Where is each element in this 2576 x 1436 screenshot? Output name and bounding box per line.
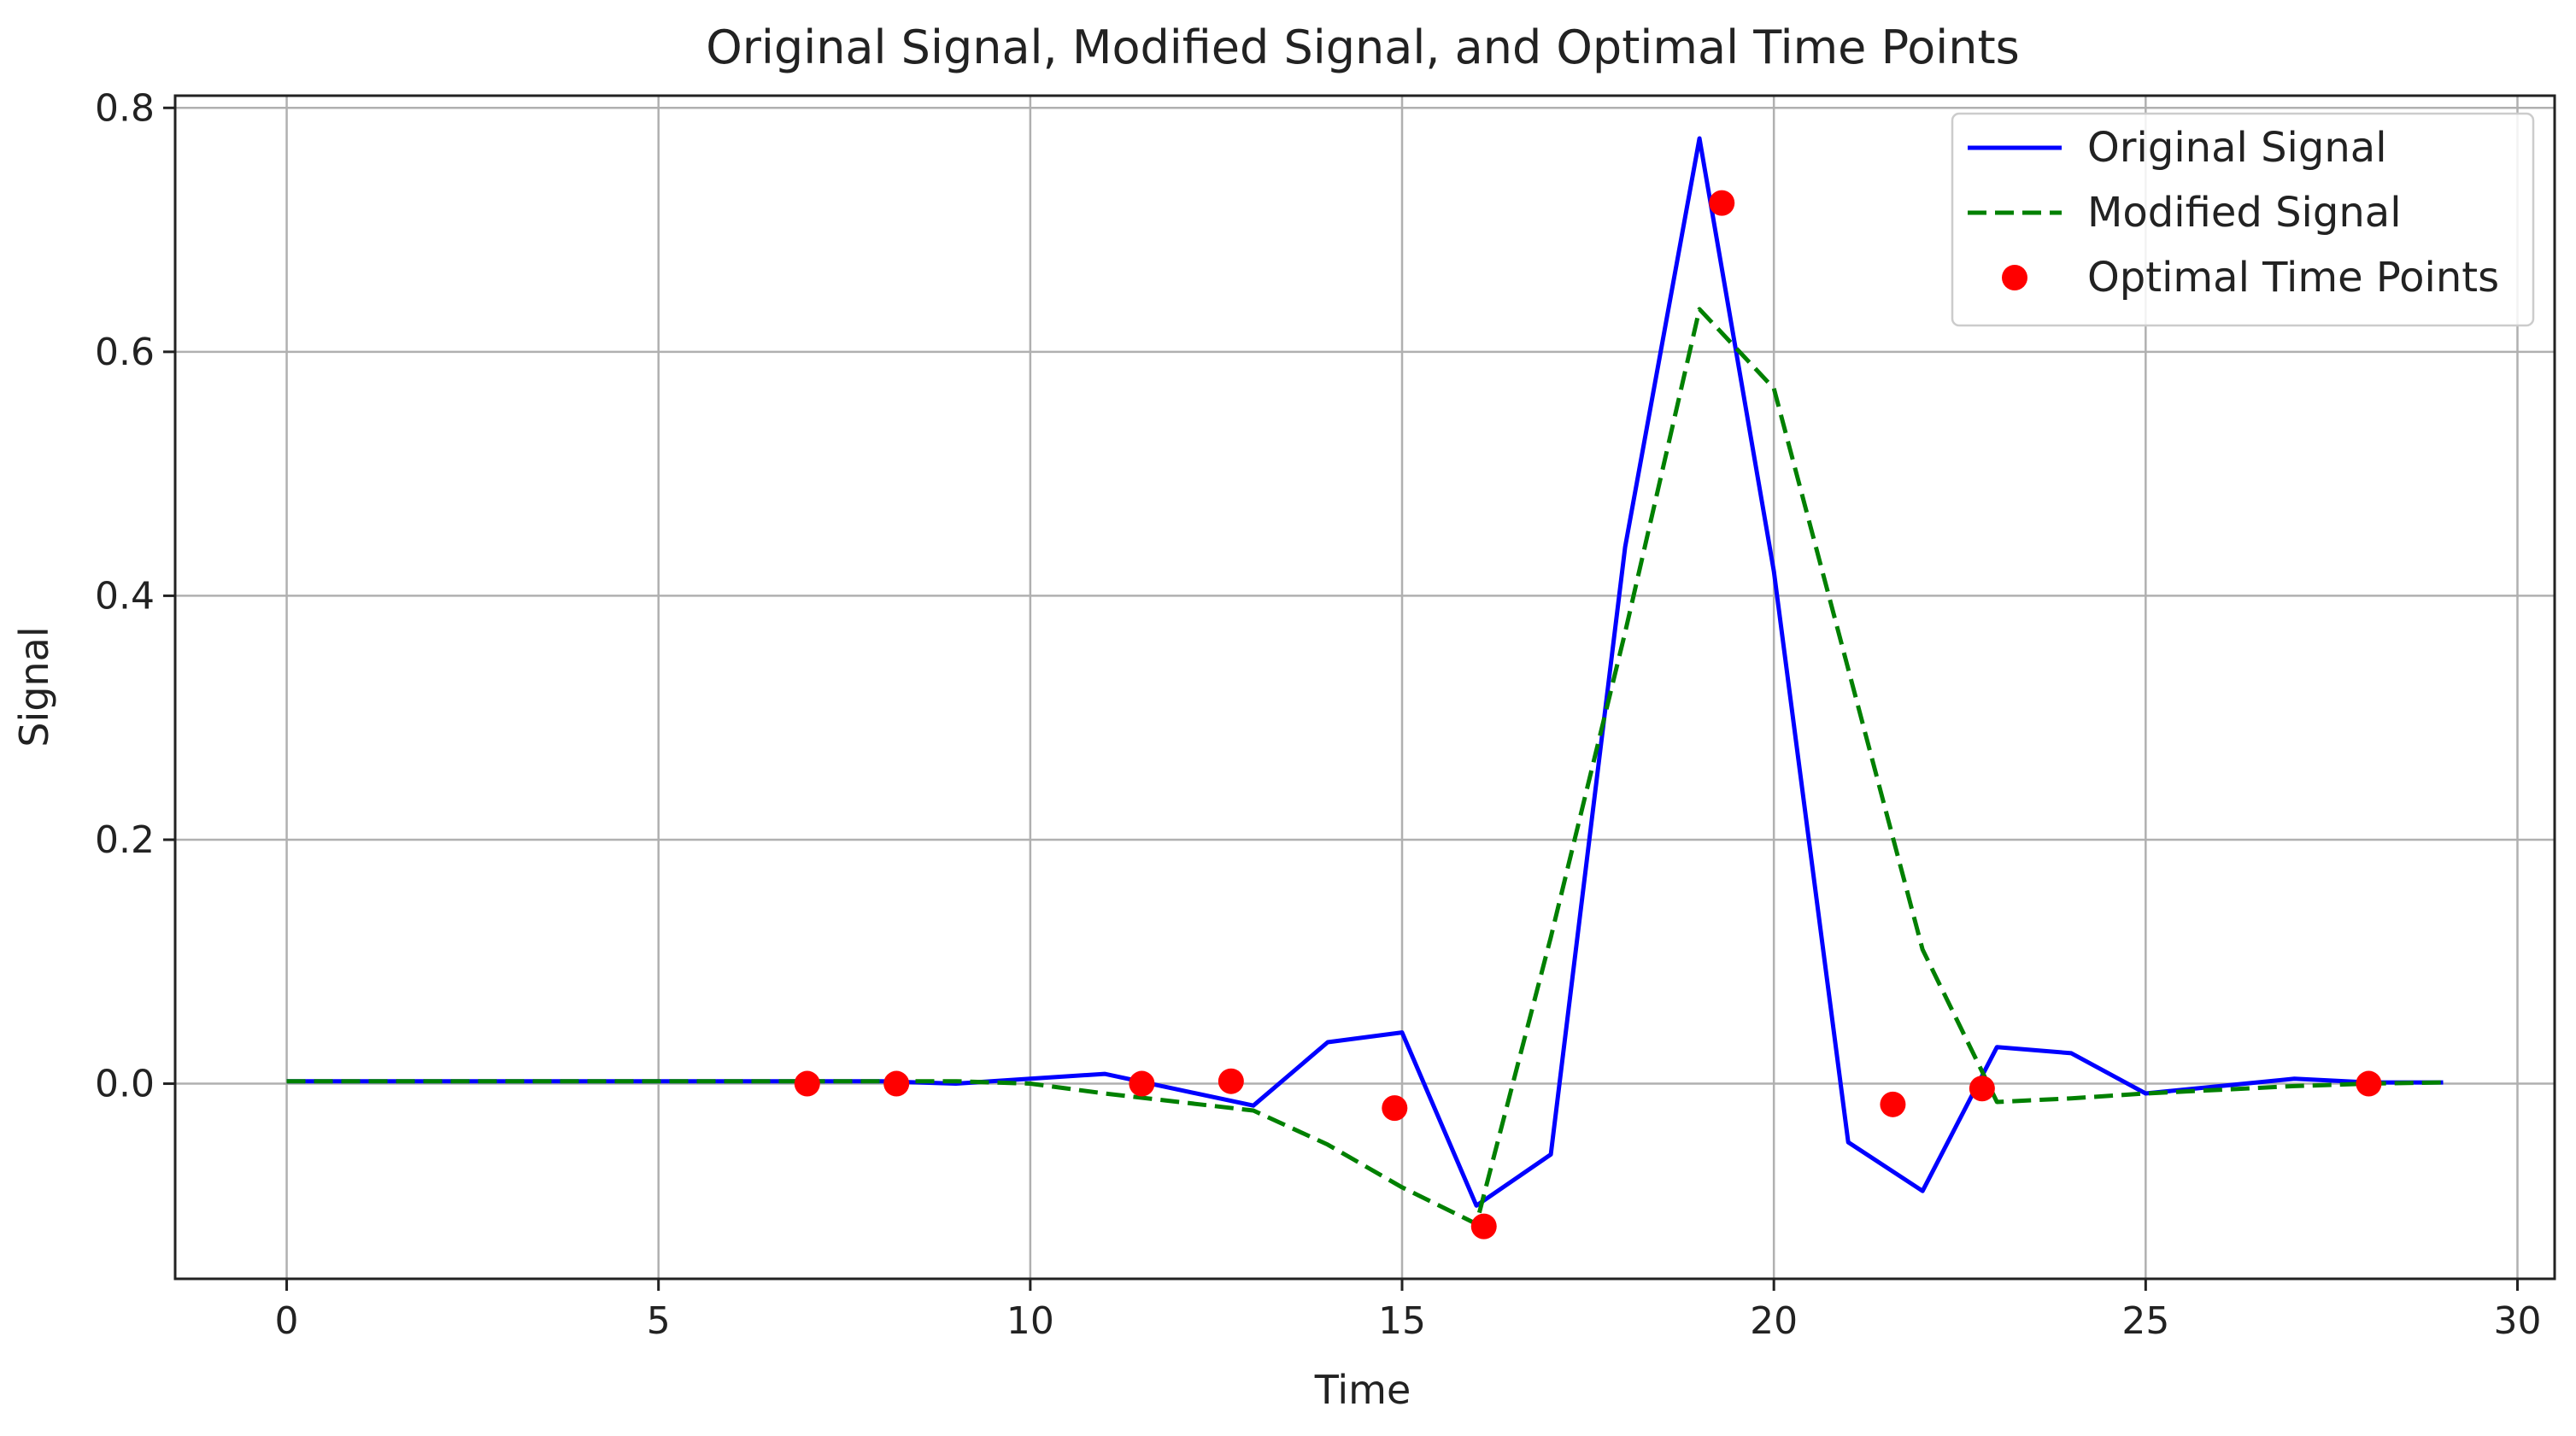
- y-axis-ticks: 0.0 0.2 0.4 0.6 0.8: [95, 86, 175, 1106]
- optimal-time-point: [1709, 190, 1735, 216]
- x-tick-label: 20: [1750, 1299, 1798, 1343]
- chart-title: Original Signal, Modified Signal, and Op…: [706, 21, 2020, 74]
- y-tick-label: 0.8: [95, 86, 155, 130]
- legend-swatch: [2002, 265, 2027, 290]
- optimal-time-point: [1382, 1095, 1408, 1122]
- x-tick-label: 0: [275, 1299, 299, 1343]
- legend-label: Optimal Time Points: [2087, 254, 2499, 302]
- series-line-modified-signal: [286, 307, 2444, 1227]
- x-tick-label: 5: [647, 1299, 671, 1343]
- plot-series: [286, 136, 2444, 1240]
- x-tick-label: 30: [2493, 1299, 2541, 1343]
- legend: Original Signal Modified Signal Optimal Ti…: [1951, 112, 2535, 327]
- plot-frame: [173, 94, 2556, 1281]
- optimal-time-point: [1969, 1076, 1995, 1102]
- optimal-time-point: [2356, 1070, 2382, 1097]
- optimal-time-point: [883, 1070, 910, 1097]
- x-tick-label: 10: [1006, 1299, 1054, 1343]
- optimal-time-point: [1470, 1213, 1497, 1240]
- optimal-time-point: [1880, 1091, 1906, 1117]
- y-tick-label: 0.6: [95, 331, 155, 374]
- optimal-time-point: [1218, 1068, 1244, 1094]
- x-axis-label: Time: [1314, 1367, 1411, 1413]
- y-axis-label: Signal: [11, 626, 57, 747]
- x-tick-label: 25: [2121, 1299, 2169, 1343]
- grid: [175, 96, 2555, 1279]
- y-tick-label: 0.2: [95, 818, 155, 862]
- x-axis-ticks: 0 5 10 15 20 25 30: [275, 1279, 2541, 1343]
- legend-label: Original Signal: [2087, 124, 2387, 172]
- x-tick-label: 15: [1378, 1299, 1426, 1343]
- legend-label: Modified Signal: [2087, 189, 2402, 237]
- y-tick-label: 0.4: [95, 574, 155, 618]
- y-tick-label: 0.0: [95, 1063, 155, 1106]
- legend-box: [1951, 112, 2535, 327]
- optimal-time-point: [794, 1070, 820, 1097]
- optimal-time-point: [1129, 1070, 1155, 1097]
